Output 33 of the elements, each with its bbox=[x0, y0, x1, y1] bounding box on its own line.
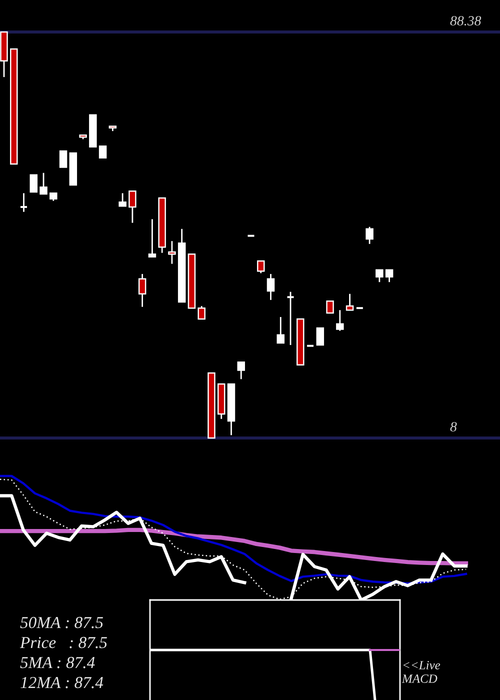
candlestick bbox=[316, 327, 324, 346]
candlestick bbox=[158, 197, 166, 254]
text: 8 bbox=[450, 422, 457, 432]
candlestick bbox=[118, 192, 126, 207]
text: 5MA : 87.4 bbox=[20, 656, 95, 668]
candlestick bbox=[346, 293, 354, 311]
candlestick bbox=[385, 269, 394, 283]
candlestick bbox=[208, 372, 216, 439]
candlestick bbox=[40, 172, 48, 195]
candlestick bbox=[227, 383, 236, 436]
candlestick bbox=[89, 114, 97, 148]
candlestick bbox=[69, 152, 78, 186]
candlestick bbox=[0, 31, 8, 78]
text: 88.38 bbox=[450, 16, 482, 26]
text: 12MA : 87.4 bbox=[20, 676, 104, 688]
candlestick bbox=[296, 318, 304, 366]
text: 50MA : 87.5 bbox=[20, 616, 103, 628]
annotation: <<Live MACD bbox=[402, 660, 440, 683]
candlestick bbox=[178, 228, 186, 303]
candlestick bbox=[326, 300, 334, 314]
candlestick bbox=[168, 240, 176, 265]
candlestick bbox=[98, 145, 107, 158]
candlestick bbox=[59, 150, 68, 168]
candlestick bbox=[376, 269, 384, 283]
candlestick bbox=[128, 190, 136, 224]
candlestick bbox=[30, 174, 38, 193]
candlestick bbox=[148, 218, 156, 258]
candlestick bbox=[188, 253, 196, 309]
candlestick bbox=[10, 48, 18, 165]
candlestick bbox=[276, 316, 285, 344]
text: Price : 87.5 bbox=[20, 636, 107, 648]
candlestick bbox=[217, 383, 226, 420]
candlestick bbox=[237, 361, 245, 380]
